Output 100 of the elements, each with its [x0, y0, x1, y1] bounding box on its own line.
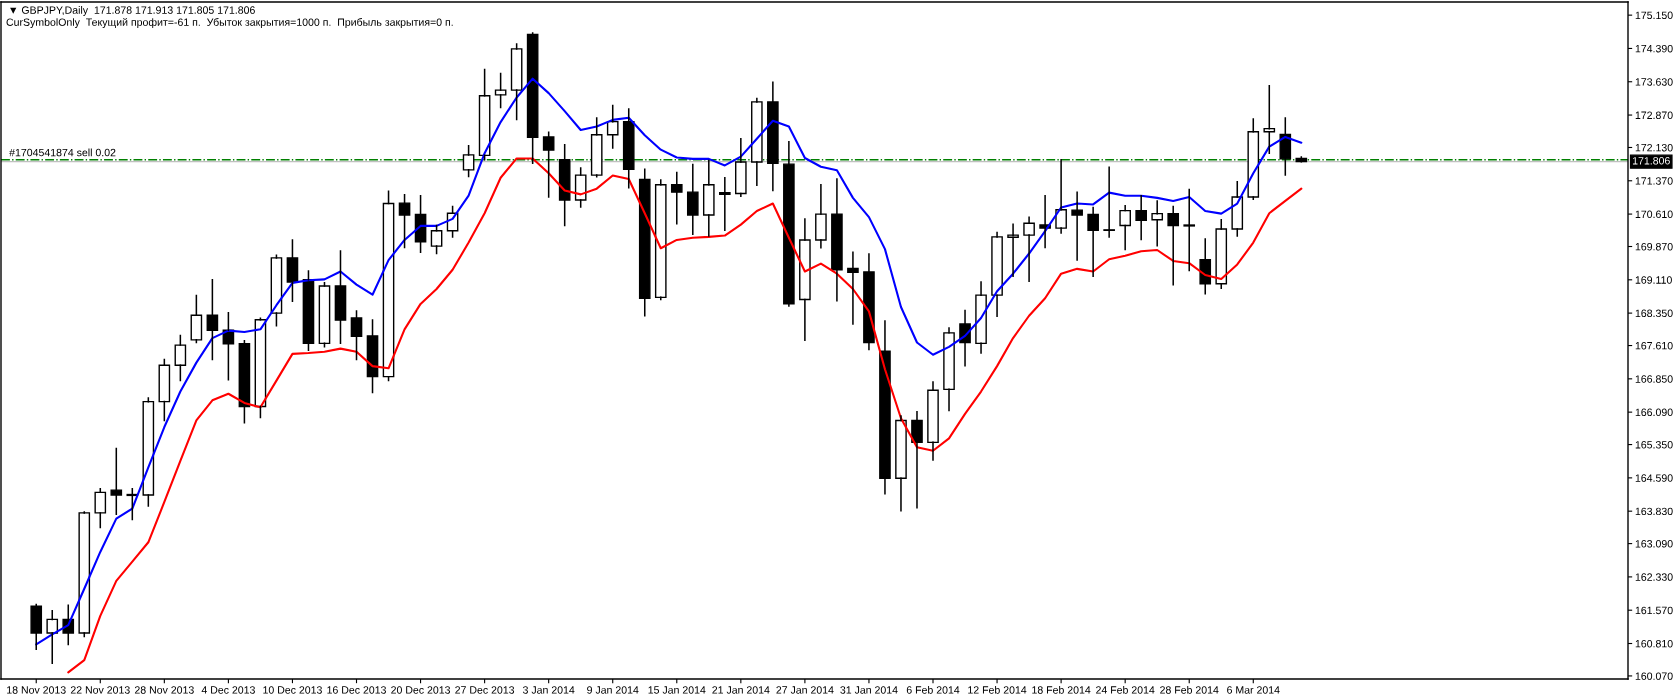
candlestick: [1135, 194, 1148, 241]
x-tick-label: 28 Nov 2013: [134, 686, 194, 694]
candlestick: [558, 144, 571, 227]
candlestick: [895, 415, 907, 512]
candlestick: [78, 512, 91, 638]
candlestick: [494, 72, 507, 109]
candlestick: [735, 137, 747, 197]
candlestick: [590, 117, 603, 178]
candlestick: [1055, 158, 1067, 234]
candlestick: [622, 108, 635, 189]
x-tick-label: 10 Dec 2013: [263, 686, 322, 694]
x-tick-label: 3 Jan 2014: [522, 686, 575, 694]
candlestick: [943, 327, 955, 412]
candlestick: [334, 250, 347, 345]
candlestick: [831, 178, 843, 302]
candlestick: [1215, 219, 1228, 289]
candlestick: [238, 339, 251, 424]
y-tick-label: 174.390: [1635, 44, 1673, 53]
x-tick-label: 6 Mar 2014: [1227, 686, 1280, 694]
candlestick: [847, 251, 859, 325]
candlestick: [318, 282, 331, 348]
candlestick: [927, 381, 939, 461]
y-tick-label: 169.110: [1635, 276, 1672, 284]
candlestick: [783, 141, 795, 307]
y-tick-label: 167.610: [1635, 341, 1673, 350]
x-tick-label: 18 Feb 2014: [1032, 685, 1091, 694]
candlestick: [1183, 188, 1196, 272]
ref-line-label: #1704541874 sell 0.02: [9, 148, 116, 157]
x-tick-label: 12 Feb 2014: [968, 685, 1027, 694]
candlestick: [991, 231, 1003, 317]
candlestick: [1119, 204, 1131, 251]
x-tick-label: 31 Jan 2014: [840, 686, 898, 694]
candlestick: [206, 279, 219, 361]
candlestick: [110, 447, 123, 516]
line-series: [67, 157, 1303, 674]
candlestick: [1151, 200, 1164, 247]
candlestick: [879, 320, 891, 495]
candlestick: [1279, 117, 1292, 176]
candlestick: [1007, 223, 1019, 278]
candlestick: [1263, 84, 1276, 154]
candlestick: [510, 43, 523, 121]
candlestick: [1167, 205, 1180, 286]
candlestick: [1103, 166, 1115, 238]
y-tick-label: 166.090: [1635, 408, 1673, 417]
y-tick-label: 173.630: [1635, 78, 1673, 86]
x-tick-label: 4 Dec 2013: [201, 686, 255, 694]
ref-line-label: 171.806: [1632, 157, 1670, 165]
candlestick: [398, 194, 411, 249]
candlestick: [158, 358, 171, 422]
x-tick-label: 27 Jan 2014: [776, 686, 834, 694]
candlestick: [478, 68, 491, 161]
candlestick: [1231, 180, 1244, 237]
y-tick-label: 169.870: [1635, 242, 1673, 251]
candlestick: [654, 179, 667, 301]
y-tick-label: 162.330: [1635, 573, 1673, 581]
y-tick-label: 172.870: [1635, 111, 1673, 119]
candlestick: [350, 310, 363, 361]
y-tick-label: 175.150: [1635, 11, 1673, 20]
x-tick-label: 24 Feb 2014: [1096, 685, 1155, 694]
y-tick-label: 165.350: [1635, 441, 1673, 449]
x-tick-label: 15 Jan 2014: [648, 686, 706, 694]
candlestick: [30, 603, 43, 650]
candlestick: [686, 163, 699, 236]
x-tick-label: 9 Jan 2014: [587, 686, 639, 694]
candlestick: [1199, 238, 1212, 295]
chart-title: ▼ GBPJPY,Daily 171.878 171.913 171.805 171.806: [10, 6, 255, 16]
y-tick-label: 172.130: [1635, 143, 1673, 152]
candlestick: [719, 176, 731, 232]
y-tick-label: 160.070: [1635, 672, 1673, 680]
candlestick: [174, 334, 187, 382]
x-tick-label: 27 Dec 2013: [455, 686, 515, 694]
x-tick-label: 18 Nov 2013: [7, 686, 66, 694]
y-tick-label: 163.090: [1635, 540, 1673, 548]
candlestick: [670, 171, 683, 225]
x-tick-label: 6 Feb 2014: [906, 685, 960, 694]
x-tick-label: 20 Dec 2013: [391, 686, 451, 694]
x-tick-label: 16 Dec 2013: [327, 686, 386, 694]
y-tick-label: 170.610: [1635, 210, 1673, 219]
candlestick: [1087, 206, 1099, 278]
candlestick: [1071, 191, 1083, 261]
candlestick: [975, 281, 987, 354]
y-tick-label: 163.830: [1635, 507, 1673, 516]
candlestick: [767, 81, 779, 192]
candlestick: [799, 218, 811, 342]
y-tick-label: 164.590: [1635, 474, 1673, 482]
candlestick: [702, 159, 715, 237]
candlestick: [286, 239, 299, 303]
candlestick: [751, 97, 763, 186]
candlestick: [46, 609, 59, 664]
x-tick-label: 28 Feb 2014: [1160, 685, 1219, 694]
candlestick: [606, 104, 619, 149]
candlestick: [815, 183, 827, 249]
y-tick-label: 161.570: [1635, 606, 1673, 615]
candlestick: [526, 33, 539, 165]
text: CurSymbolOnly Текущий профит=-61 п. Убыток закрытия=1000 п. Прибыль закрытия=0 п.: [6, 17, 453, 29]
y-tick-label: 166.850: [1635, 375, 1673, 383]
candlestick: [190, 294, 203, 344]
candlestick: [542, 131, 555, 198]
y-tick-label: 160.810: [1635, 639, 1673, 648]
x-tick-label: 21 Jan 2014: [712, 686, 770, 694]
